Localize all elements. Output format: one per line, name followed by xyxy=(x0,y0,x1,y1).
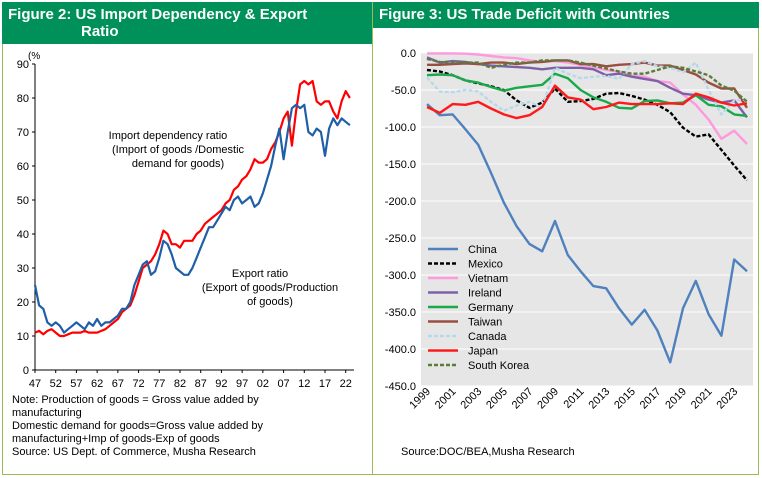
x-tick-label: 77 xyxy=(153,378,165,390)
y-tick-label: -250.0 xyxy=(385,233,416,245)
x-tick-label: 2009 xyxy=(535,386,561,412)
legend-label: Japan xyxy=(468,346,498,358)
y-tick-label: 90 xyxy=(17,59,29,71)
figure-2-title-line1: Figure 2: US Import Dependency & Export xyxy=(8,6,308,23)
x-tick-label: 17 xyxy=(319,378,331,390)
figure-3-title: Figure 3: US Trade Deficit with Countrie… xyxy=(373,2,759,28)
y-tick-label: -100.0 xyxy=(385,122,416,134)
x-tick-label: 97 xyxy=(236,378,248,390)
x-tick-label: 57 xyxy=(70,378,82,390)
y-tick-label: 40 xyxy=(17,229,29,241)
x-tick-label: 2007 xyxy=(510,386,536,412)
x-tick-label: 12 xyxy=(298,378,310,390)
y-tick-label: -400.0 xyxy=(385,344,416,356)
legend-label: Vietnam xyxy=(468,273,508,285)
import-ratio-annotation: (Import of goods /Domestic xyxy=(112,144,245,156)
legend-label: Germany xyxy=(468,302,514,314)
x-tick-label: 2003 xyxy=(459,386,485,412)
y-tick-label: 60 xyxy=(17,161,29,173)
south-korea-line xyxy=(426,57,748,103)
y-tick-label: 0 xyxy=(23,365,29,377)
legend-label: Ireland xyxy=(468,288,502,300)
export-ratio-annotation: of goods) xyxy=(247,296,293,308)
y-tick-label: -300.0 xyxy=(385,270,416,282)
x-tick-label: 2019 xyxy=(663,386,689,412)
x-tick-label: 2021 xyxy=(689,386,715,412)
y-tick-label: 80 xyxy=(17,93,29,105)
export-ratio-line xyxy=(33,103,351,334)
x-tick-label: 2005 xyxy=(484,386,510,412)
y-tick-label: -350.0 xyxy=(385,307,416,319)
y-tick-label: 10 xyxy=(17,331,29,343)
x-tick-label: 2015 xyxy=(612,386,638,412)
y-tick-label: 50 xyxy=(17,195,29,207)
import-dependency-line xyxy=(34,79,351,338)
x-tick-label: 2011 xyxy=(562,386,587,411)
legend-label: Canada xyxy=(468,331,507,343)
figure-2-notes: Note: Production of goods = Gross value … xyxy=(12,394,263,459)
note-line: Note: Production of goods = Gross value … xyxy=(12,394,259,406)
x-tick-label: 62 xyxy=(91,378,103,390)
x-tick-label: 2001 xyxy=(433,386,459,412)
x-tick-label: 07 xyxy=(277,378,289,390)
export-ratio-annotation: Export ratio xyxy=(232,268,288,280)
legend-label: China xyxy=(468,244,498,256)
import-ratio-annotation: Import dependency ratio xyxy=(109,130,228,142)
legend-label: South Korea xyxy=(468,360,530,372)
y-tick-label: 70 xyxy=(17,127,29,139)
y-tick-label: 0.0 xyxy=(401,48,416,60)
x-tick-label: 2023 xyxy=(715,386,741,412)
figure-2-panel: Figure 2: US Import Dependency & Export … xyxy=(2,2,373,475)
import-export-ratio-chart: (% 0 10 20 30 40 50 60 70 80 90 47 52 57 62 67 72 77 82 87 9… xyxy=(17,51,354,390)
canada-line xyxy=(426,59,748,116)
y-unit-label: (% xyxy=(28,51,40,62)
note-line: Source: US Dept. of Commerce, Musha Rese… xyxy=(12,446,256,458)
x-tick-label: 52 xyxy=(50,378,62,390)
y-tick-label: -450.0 xyxy=(385,381,416,393)
figure-2-title-line2: Ratio xyxy=(81,23,119,40)
vietnam-line xyxy=(427,52,748,145)
x-tick-label: 87 xyxy=(195,378,207,390)
export-ratio-annotation: (Export of goods/Production xyxy=(202,282,338,294)
x-tick-label: 47 xyxy=(29,378,41,390)
y-tick-label: 30 xyxy=(17,263,29,275)
x-tick-label: 2017 xyxy=(638,386,664,412)
figure-3-source: Source:DOC/BEA,Musha Research xyxy=(401,446,575,458)
y-tick-label: -50.0 xyxy=(391,85,416,97)
note-line: manufacturing+Imp of goods-Exp of goods xyxy=(12,433,220,445)
x-tick-label: 02 xyxy=(257,378,269,390)
import-ratio-annotation: demand for goods) xyxy=(132,158,224,170)
china-line xyxy=(426,103,748,364)
x-tick-label: 92 xyxy=(215,378,227,390)
note-line: Domestic demand for goods=Gross value ad… xyxy=(12,420,264,432)
x-tick-label: 2013 xyxy=(587,386,613,412)
legend-label: Taiwan xyxy=(468,317,502,329)
trade-deficit-chart: 0.0 -50.0 -100.0 -150.0 -200.0 -250.0 -300.0 -3… xyxy=(385,48,753,412)
note-line: manufacturing xyxy=(12,407,82,419)
x-tick-label: 67 xyxy=(112,378,124,390)
x-tick-label: 22 xyxy=(340,378,352,390)
x-tick-label: 82 xyxy=(174,378,186,390)
y-tick-label: -200.0 xyxy=(385,196,416,208)
figure-2-title: Figure 2: US Import Dependency & Export … xyxy=(2,2,372,44)
japan-line xyxy=(426,84,748,120)
x-tick-label: 72 xyxy=(132,378,144,390)
y-tick-label: -150.0 xyxy=(385,159,416,171)
figure-3-panel: Figure 3: US Trade Deficit with Countrie… xyxy=(373,2,759,475)
y-tick-label: 20 xyxy=(17,297,29,309)
legend-label: Mexico xyxy=(468,259,503,271)
